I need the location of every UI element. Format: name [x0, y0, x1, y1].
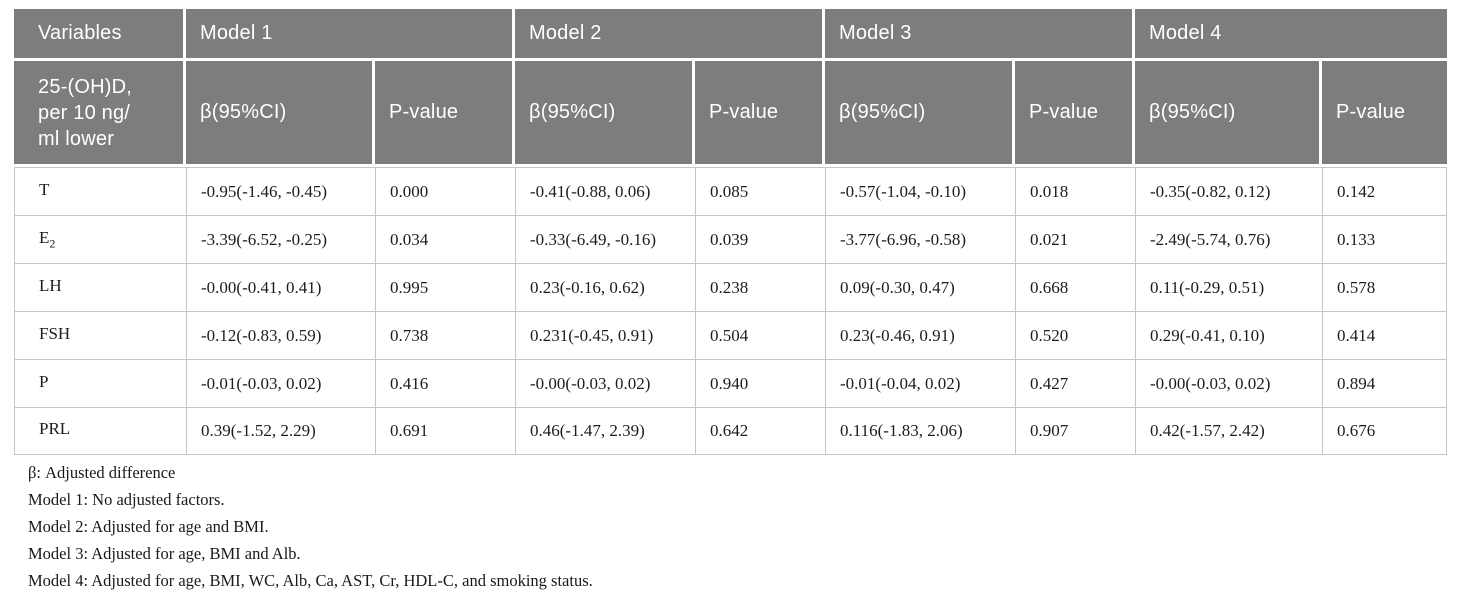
table-cell: 0.11(-0.29, 0.51) [1135, 263, 1322, 311]
table-cell: -3.39(-6.52, -0.25) [186, 215, 375, 263]
exposure-header: 25-(OH)D, per 10 ng/ ml lower [14, 61, 186, 167]
footnote-model-3: Model 3: Adjusted for age, BMI and Alb. [28, 544, 301, 563]
table-cell: 0.691 [375, 407, 515, 455]
p-value-header-m4: P-value [1322, 61, 1447, 167]
table-cell: 0.504 [695, 311, 825, 359]
exposure-header-line: per 10 ng/ [38, 101, 131, 124]
table-cell: 0.021 [1015, 215, 1135, 263]
table-cell: 0.995 [375, 263, 515, 311]
model-3-header: Model 3 [825, 9, 1135, 61]
table-cell: -0.41(-0.88, 0.06) [515, 167, 695, 215]
table-cell: -0.33(-6.49, -0.16) [515, 215, 695, 263]
exposure-header-line: 25-(OH)D, [38, 75, 133, 98]
table-cell: 0.940 [695, 359, 825, 407]
variable-label: E2 [14, 215, 186, 263]
table-cell: 0.642 [695, 407, 825, 455]
table-cell: 0.039 [695, 215, 825, 263]
table-cell: 0.034 [375, 215, 515, 263]
table-row-e2: E2 -3.39(-6.52, -0.25) 0.034 -0.33(-6.49… [14, 215, 1447, 263]
table-cell: -0.35(-0.82, 0.12) [1135, 167, 1322, 215]
beta-ci-header-m4: β(95%CI) [1135, 61, 1322, 167]
table-cell: 0.46(-1.47, 2.39) [515, 407, 695, 455]
table-cell: 0.116(-1.83, 2.06) [825, 407, 1015, 455]
model-4-header: Model 4 [1135, 9, 1447, 61]
footnote-model-4: Model 4: Adjusted for age, BMI, WC, Alb,… [28, 571, 593, 590]
variables-header: Variables [14, 9, 186, 61]
footnote-model-2: Model 2: Adjusted for age and BMI. [28, 517, 269, 536]
table-cell: 0.018 [1015, 167, 1135, 215]
table-cell: -0.00(-0.03, 0.02) [515, 359, 695, 407]
table-cell: 0.133 [1322, 215, 1447, 263]
table-cell: -0.00(-0.03, 0.02) [1135, 359, 1322, 407]
table-footnotes: β: Adjusted difference Model 1: No adjus… [28, 459, 1447, 594]
table-row-fsh: FSH -0.12(-0.83, 0.59) 0.738 0.231(-0.45… [14, 311, 1447, 359]
table-cell: 0.29(-0.41, 0.10) [1135, 311, 1322, 359]
table-cell: 0.09(-0.30, 0.47) [825, 263, 1015, 311]
regression-table: Variables Model 1 Model 2 Model 3 Model … [14, 9, 1447, 455]
table-cell: 0.42(-1.57, 2.42) [1135, 407, 1322, 455]
footnote-model-1: Model 1: No adjusted factors. [28, 490, 225, 509]
table-cell: 0.23(-0.16, 0.62) [515, 263, 695, 311]
table-cell: -3.77(-6.96, -0.58) [825, 215, 1015, 263]
column-header-row: 25-(OH)D, per 10 ng/ ml lower β(95%CI) P… [14, 61, 1447, 167]
table-cell: 0.238 [695, 263, 825, 311]
table-row-p: P -0.01(-0.03, 0.02) 0.416 -0.00(-0.03, … [14, 359, 1447, 407]
variable-label: T [14, 167, 186, 215]
table-cell: 0.23(-0.46, 0.91) [825, 311, 1015, 359]
table-row-prl: PRL 0.39(-1.52, 2.29) 0.691 0.46(-1.47, … [14, 407, 1447, 455]
footnote-beta-definition: β: Adjusted difference [28, 463, 176, 482]
table-cell: 0.894 [1322, 359, 1447, 407]
table-cell: 0.000 [375, 167, 515, 215]
table-cell: 0.142 [1322, 167, 1447, 215]
table-cell: -0.00(-0.41, 0.41) [186, 263, 375, 311]
p-value-header-m2: P-value [695, 61, 825, 167]
variable-label: P [14, 359, 186, 407]
table-cell: -0.12(-0.83, 0.59) [186, 311, 375, 359]
beta-ci-header-m1: β(95%CI) [186, 61, 375, 167]
table-cell: 0.738 [375, 311, 515, 359]
table-header: Variables Model 1 Model 2 Model 3 Model … [14, 9, 1447, 167]
model-2-header: Model 2 [515, 9, 825, 61]
table-row-lh: LH -0.00(-0.41, 0.41) 0.995 0.23(-0.16, … [14, 263, 1447, 311]
table-body: T -0.95(-1.46, -0.45) 0.000 -0.41(-0.88,… [14, 167, 1447, 455]
table-cell: 0.39(-1.52, 2.29) [186, 407, 375, 455]
table-cell: -0.01(-0.04, 0.02) [825, 359, 1015, 407]
table-cell: 0.668 [1015, 263, 1135, 311]
table-cell: -0.01(-0.03, 0.02) [186, 359, 375, 407]
table-cell: -0.57(-1.04, -0.10) [825, 167, 1015, 215]
variable-label: FSH [14, 311, 186, 359]
table-cell: 0.414 [1322, 311, 1447, 359]
p-value-header-m3: P-value [1015, 61, 1135, 167]
table-cell: 0.578 [1322, 263, 1447, 311]
table-cell: -2.49(-5.74, 0.76) [1135, 215, 1322, 263]
table-cell: 0.231(-0.45, 0.91) [515, 311, 695, 359]
table-cell: 0.520 [1015, 311, 1135, 359]
beta-ci-header-m2: β(95%CI) [515, 61, 695, 167]
variable-label: LH [14, 263, 186, 311]
table-cell: 0.416 [375, 359, 515, 407]
model-1-header: Model 1 [186, 9, 515, 61]
model-header-row: Variables Model 1 Model 2 Model 3 Model … [14, 9, 1447, 61]
table-cell: 0.427 [1015, 359, 1135, 407]
variable-label: PRL [14, 407, 186, 455]
beta-ci-header-m3: β(95%CI) [825, 61, 1015, 167]
table-cell: 0.907 [1015, 407, 1135, 455]
table-cell: -0.95(-1.46, -0.45) [186, 167, 375, 215]
table-cell: 0.085 [695, 167, 825, 215]
table-row-t: T -0.95(-1.46, -0.45) 0.000 -0.41(-0.88,… [14, 167, 1447, 215]
exposure-header-line: ml lower [38, 127, 115, 150]
table-cell: 0.676 [1322, 407, 1447, 455]
p-value-header-m1: P-value [375, 61, 515, 167]
